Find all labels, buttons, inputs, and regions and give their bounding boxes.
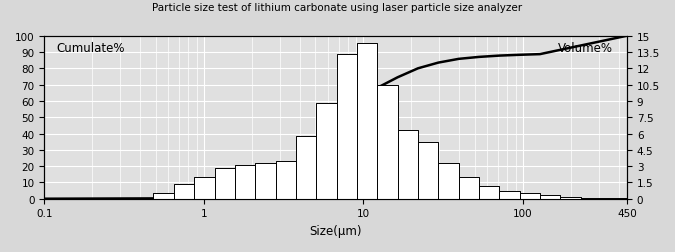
Text: Particle size test of lithium carbonate using laser particle size analyzer: Particle size test of lithium carbonate … bbox=[153, 3, 522, 13]
Text: Volume%: Volume% bbox=[558, 41, 612, 54]
X-axis label: Size(μm): Size(μm) bbox=[309, 224, 362, 237]
Text: Cumulate%: Cumulate% bbox=[56, 41, 124, 54]
